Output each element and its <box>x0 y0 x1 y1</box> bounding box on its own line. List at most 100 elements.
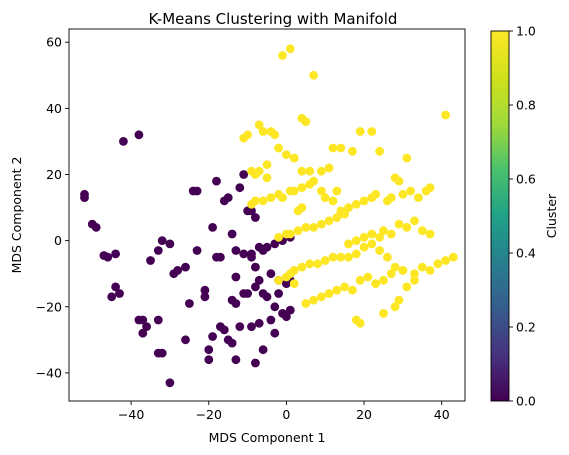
data-point-cluster-0-87 <box>251 213 260 222</box>
data-point-cluster-1-86 <box>313 259 322 269</box>
data-point-cluster-1-91 <box>351 249 361 259</box>
data-point-cluster-1-33 <box>266 193 276 203</box>
data-point-cluster-1-37 <box>289 186 299 196</box>
data-point-cluster-0-21 <box>153 315 163 325</box>
data-point-cluster-0-22 <box>157 236 167 246</box>
data-point-cluster-1-60 <box>274 232 283 242</box>
data-point-cluster-1-42 <box>320 193 330 203</box>
data-point-cluster-1-54 <box>406 186 415 196</box>
data-point-cluster-1-111 <box>355 275 365 285</box>
data-point-cluster-1-76 <box>386 229 396 239</box>
data-point-cluster-1-88 <box>328 252 338 262</box>
chart-title: K-Means Clustering with Manifold <box>149 10 398 28</box>
colorbar-label: Cluster <box>544 193 559 238</box>
data-point-cluster-1-115 <box>386 269 396 279</box>
data-point-cluster-0-59 <box>254 275 264 285</box>
data-point-cluster-0-86 <box>258 246 268 255</box>
data-point-cluster-1-57 <box>425 183 435 193</box>
data-point-cluster-0-68 <box>254 318 264 328</box>
data-point-cluster-1-6 <box>258 127 268 136</box>
data-point-cluster-1-20 <box>305 166 315 176</box>
data-point-cluster-1-1 <box>278 51 287 60</box>
data-point-cluster-1-15 <box>262 173 272 183</box>
data-point-cluster-1-78 <box>402 223 412 232</box>
data-point-cluster-0-64 <box>247 322 256 331</box>
data-point-cluster-1-73 <box>367 229 377 239</box>
data-point-cluster-1-79 <box>410 216 419 226</box>
data-point-cluster-0-66 <box>262 292 272 302</box>
data-point-cluster-0-25 <box>173 266 183 275</box>
data-point-cluster-1-112 <box>363 272 373 282</box>
data-point-cluster-0-79 <box>266 269 276 279</box>
data-point-cluster-1-3 <box>301 117 311 126</box>
data-point-cluster-1-90 <box>344 252 353 262</box>
data-point-cluster-1-94 <box>375 246 384 255</box>
colorbar-tick-label: 0.8 <box>516 98 536 113</box>
data-point-cluster-1-32 <box>258 196 268 206</box>
data-point-cluster-0-71 <box>266 315 276 325</box>
data-point-cluster-1-75 <box>379 226 388 236</box>
data-point-cluster-1-123 <box>394 295 404 305</box>
colorbar-tick-label: 0.2 <box>516 320 536 335</box>
data-point-cluster-1-35 <box>278 193 287 203</box>
x-tick-label: −40 <box>118 407 144 422</box>
data-point-cluster-1-108 <box>332 285 342 295</box>
data-point-cluster-1-83 <box>289 266 299 275</box>
data-point-cluster-0-14 <box>142 322 152 331</box>
data-point-cluster-1-16 <box>274 143 283 153</box>
data-point-cluster-0-34 <box>204 345 214 355</box>
data-point-cluster-1-41 <box>317 186 326 196</box>
data-point-cluster-1-43 <box>328 196 338 206</box>
y-tick-label: −20 <box>36 299 62 314</box>
data-point-cluster-1-121 <box>379 309 388 318</box>
data-point-cluster-0-84 <box>285 305 295 315</box>
data-point-cluster-0-70 <box>258 345 268 355</box>
data-point-cluster-1-40 <box>309 176 318 186</box>
data-point-cluster-1-95 <box>383 252 392 262</box>
data-point-cluster-1-0 <box>285 44 295 54</box>
data-point-cluster-1-64 <box>301 223 311 232</box>
data-point-cluster-0-32 <box>200 285 210 295</box>
data-point-cluster-0-16 <box>146 256 155 265</box>
colorbar-tick-label: 0.4 <box>516 246 536 261</box>
data-point-cluster-0-88 <box>247 252 256 262</box>
data-point-cluster-0-67 <box>270 302 280 312</box>
data-point-cluster-0-26 <box>181 262 190 272</box>
data-point-cluster-0-50 <box>227 338 237 348</box>
data-point-cluster-0-33 <box>200 292 210 302</box>
data-point-cluster-1-125 <box>274 275 283 285</box>
data-point-cluster-0-9 <box>111 249 120 259</box>
data-point-cluster-0-89 <box>231 246 241 255</box>
data-point-cluster-0-27 <box>181 335 190 345</box>
x-tick-label: 20 <box>356 407 372 422</box>
data-point-cluster-1-47 <box>351 199 361 209</box>
data-point-cluster-0-47 <box>231 299 241 308</box>
data-point-cluster-0-53 <box>239 170 249 179</box>
data-point-cluster-0-61 <box>243 289 253 298</box>
y-axis-label: MDS Component 2 <box>9 157 24 274</box>
data-point-cluster-1-127 <box>289 279 299 288</box>
data-point-cluster-0-37 <box>208 223 218 232</box>
colorbar-tick-label: 0.0 <box>516 394 536 409</box>
data-point-cluster-1-19 <box>297 166 307 176</box>
data-point-cluster-1-103 <box>449 252 458 262</box>
data-point-cluster-1-98 <box>410 269 419 279</box>
data-point-cluster-1-122 <box>390 302 400 312</box>
data-point-cluster-0-39 <box>216 252 225 262</box>
data-point-cluster-1-113 <box>371 279 381 288</box>
data-point-cluster-1-67 <box>324 216 334 226</box>
data-point-cluster-1-8 <box>270 130 280 140</box>
data-point-cluster-0-76 <box>270 239 280 249</box>
data-point-cluster-0-52 <box>235 183 245 193</box>
data-point-cluster-1-102 <box>441 256 450 265</box>
data-point-cluster-1-87 <box>320 256 330 265</box>
data-point-cluster-1-28 <box>394 176 404 186</box>
x-axis-ticks: −40 −20 0 20 40 <box>118 401 450 422</box>
data-point-cluster-1-63 <box>293 226 303 236</box>
data-point-cluster-0-48 <box>231 272 241 282</box>
data-point-cluster-0-35 <box>204 355 214 365</box>
data-point-cluster-1-106 <box>317 292 326 302</box>
colorbar <box>490 30 510 402</box>
data-point-cluster-0-56 <box>239 249 249 259</box>
data-point-cluster-1-10 <box>243 130 253 140</box>
